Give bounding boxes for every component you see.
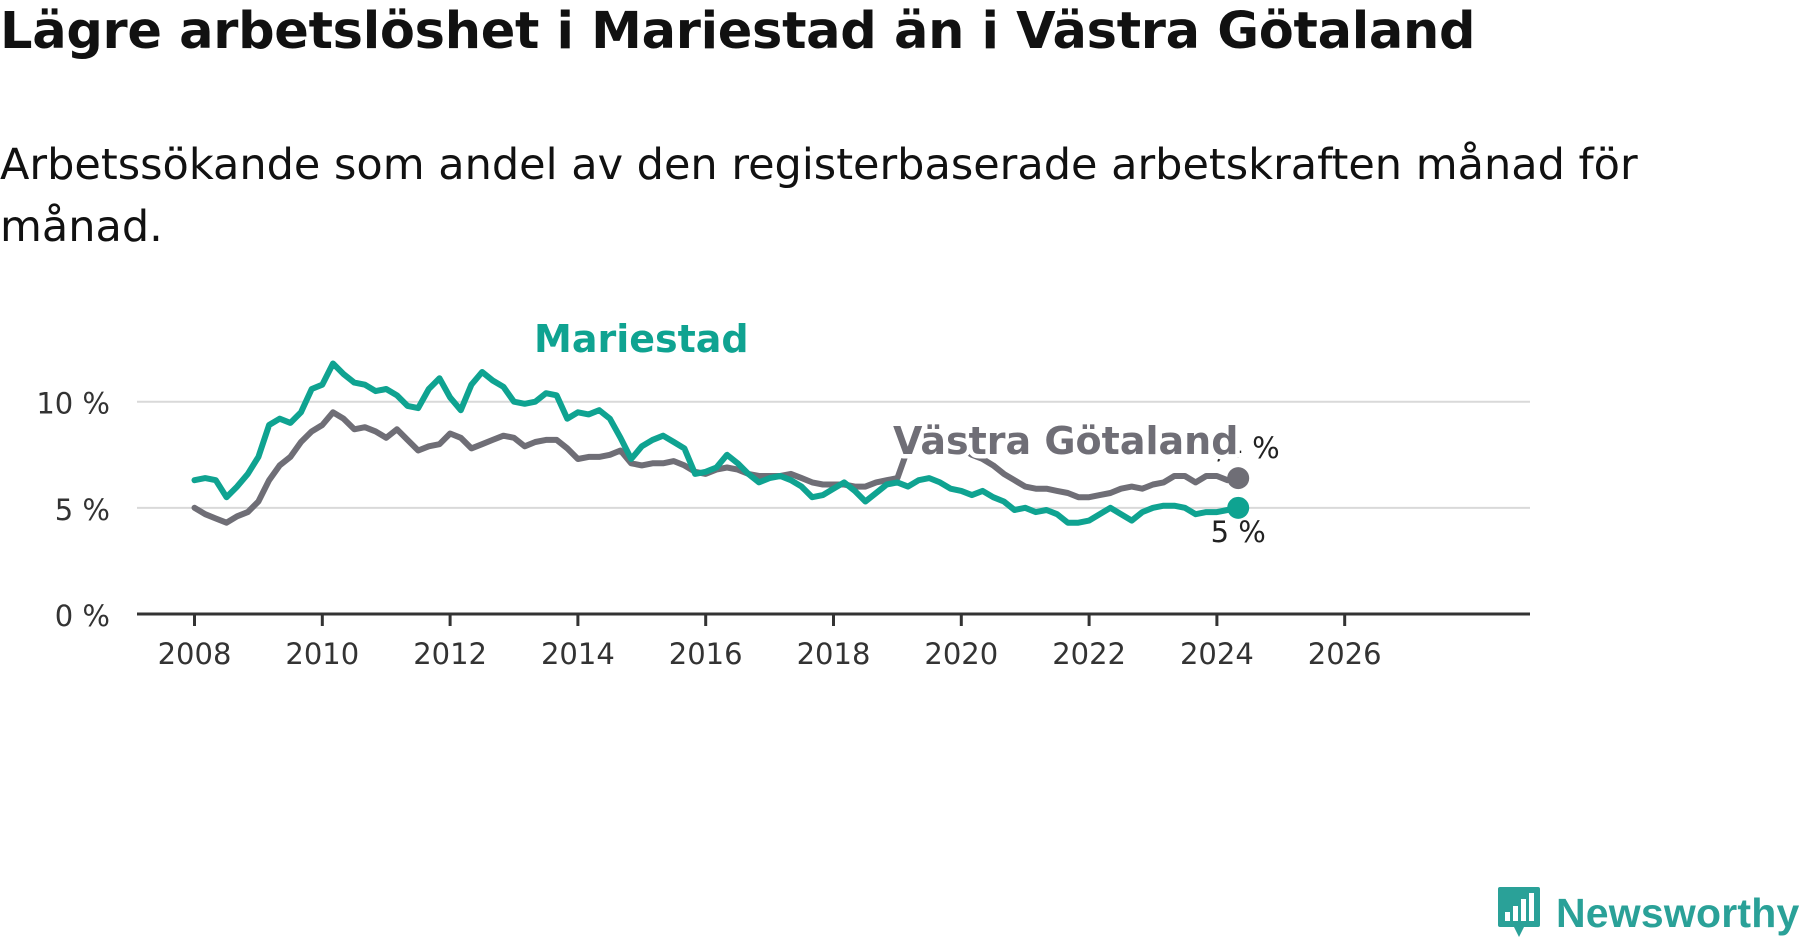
series-label-vastra-gotaland: Västra Götaland <box>893 419 1238 463</box>
x-tick-label: 2014 <box>541 637 615 671</box>
x-tick-label: 2018 <box>797 637 871 671</box>
x-tick-label: 2012 <box>413 637 487 671</box>
brand-name: Newsworthy <box>1556 889 1800 936</box>
end-value-label-mariestad: 5 % <box>1211 515 1266 549</box>
brand-logo: Newsworthy <box>1496 885 1800 941</box>
x-tick-label: 2020 <box>924 637 998 671</box>
y-tick-label: 10 % <box>36 387 110 421</box>
chart-title: Lägre arbetslöshet i Mariestad än i Väst… <box>0 2 1476 61</box>
y-tick-label: 5 % <box>55 493 110 527</box>
grid-lines: 0 % 5 % 10 % <box>36 387 1530 633</box>
newsworthy-logo-icon <box>1498 887 1540 937</box>
x-tick-label: 2022 <box>1052 637 1126 671</box>
end-point-vastra-gotaland <box>1227 467 1250 490</box>
x-tick-label: 2010 <box>285 637 359 671</box>
x-axis: 2008 2010 2012 2014 2016 2018 2020 2022 2024 2026 <box>137 612 1530 671</box>
chart-subtitle: Arbetssökande som andel av den registerb… <box>0 140 1638 252</box>
y-tick-label: 0 % <box>55 599 110 633</box>
x-tick-label: 2026 <box>1308 637 1382 671</box>
end-point-mariestad <box>1227 496 1250 519</box>
x-tick-label: 2016 <box>669 637 743 671</box>
x-tick-label: 2008 <box>158 637 232 671</box>
series-line-mariestad <box>191 360 1242 526</box>
end-value-label-vastra-gotaland: 6,4 % <box>1197 431 1280 465</box>
x-tick-label: 2024 <box>1180 637 1254 671</box>
chart-labels: 5 % 6,4 % Mariestad Västra Götaland <box>530 313 1280 549</box>
series-label-mariestad: Mariestad <box>534 317 749 361</box>
series-lines <box>191 360 1242 526</box>
